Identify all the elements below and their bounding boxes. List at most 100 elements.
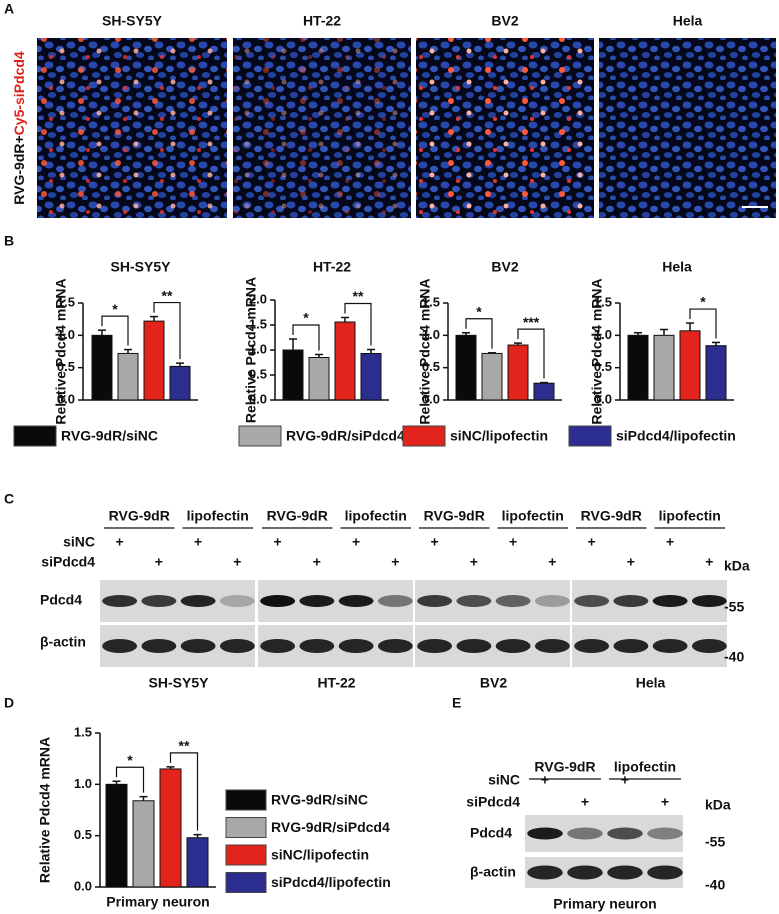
y-tick-label: 1.0 (57, 327, 75, 342)
protein-label: Pdcd4 (470, 825, 512, 841)
legend-label: siPdcd4/lipofectin (271, 874, 391, 890)
band (260, 639, 296, 653)
band (691, 595, 727, 607)
group-label: RVG-9dR (424, 508, 485, 524)
chart-title: BV2 (491, 259, 518, 275)
y-tick-label: 1.5 (74, 724, 92, 739)
bar (360, 353, 382, 401)
band (180, 639, 216, 653)
group-label: RVG-9dR (109, 508, 170, 524)
band (102, 639, 138, 653)
image-ylabel: RVG-9dR+Cy5-siPdcd4 (11, 51, 27, 205)
legend-label: siNC/lipofectin (271, 847, 369, 863)
y-tick-label: 0.5 (594, 359, 612, 374)
y-tick-label: 1.0 (594, 327, 612, 342)
bar (455, 334, 477, 401)
significance-label: ** (353, 288, 364, 304)
y-tick-label: 1.5 (249, 316, 267, 331)
band (299, 639, 335, 653)
image-title: SH-SY5Y (102, 13, 163, 29)
bar (186, 837, 209, 888)
band (141, 595, 177, 607)
band (534, 595, 570, 607)
y-tick-label: 1.5 (422, 294, 440, 309)
bar (132, 800, 155, 888)
legend-swatch (225, 844, 267, 866)
y-axis-label: Relative Pdcd4 mRNA (53, 278, 69, 424)
unit-label: kDa (705, 797, 731, 813)
y-tick-label: 1.5 (57, 294, 75, 309)
significance-label: * (127, 752, 133, 768)
legend-swatch (402, 425, 446, 447)
y-tick-label: 0.0 (422, 391, 440, 406)
treatment-mark: + (233, 554, 241, 570)
treatment-mark: + (666, 534, 674, 550)
band (613, 595, 649, 607)
band (417, 595, 453, 607)
band (527, 865, 563, 880)
panel-label: B (4, 233, 14, 249)
group-label: RVG-9dR (267, 508, 328, 524)
y-tick-label: 0.5 (422, 359, 440, 374)
y-axis-label: Relative Pdcd4 mRNA (37, 737, 53, 883)
legend-label: RVG-9dR/siPdcd4 (271, 819, 390, 835)
bar (533, 382, 555, 401)
legend-label: siNC/lipofectin (450, 428, 548, 444)
significance-label: ** (162, 287, 173, 303)
bar (105, 783, 128, 888)
band (691, 639, 727, 653)
legend-swatch (225, 817, 267, 838)
marker-label: -40 (724, 649, 744, 665)
treatment-mark: + (627, 554, 635, 570)
legend-label: RVG-9dR/siNC (271, 792, 368, 808)
band (647, 865, 683, 880)
legend-label: siPdcd4/lipofectin (616, 428, 736, 444)
band (495, 639, 531, 653)
significance-bracket (689, 308, 717, 339)
bar (308, 357, 330, 401)
significance-label: * (303, 310, 309, 326)
band (495, 595, 531, 607)
band (567, 865, 603, 880)
treatment-mark: + (588, 534, 596, 550)
band (613, 639, 649, 653)
treatment-mark: + (274, 534, 282, 550)
significance-bracket (344, 302, 372, 346)
ylabel-part: RVG-9dR+ (11, 135, 27, 204)
treatment-mark: + (352, 534, 360, 550)
legend-swatch (13, 425, 57, 447)
band (299, 595, 335, 607)
group-label: lipofectin (502, 508, 564, 524)
protein-label: Pdcd4 (40, 592, 82, 608)
y-tick-label: 1.0 (422, 327, 440, 342)
significance-label: *** (523, 314, 540, 330)
band (417, 639, 453, 653)
significance-bracket (517, 328, 545, 379)
blot-cell-line: Primary neuron (553, 896, 656, 912)
band (456, 595, 492, 607)
chart-title: Hela (662, 259, 692, 275)
bar (159, 768, 182, 888)
significance-label: * (476, 303, 482, 319)
y-tick-label: 0.0 (74, 878, 92, 893)
y-tick-label: 1.5 (594, 294, 612, 309)
marker-label: -55 (724, 599, 744, 615)
y-tick-label: 0.5 (57, 359, 75, 374)
band (607, 827, 643, 840)
treatment-mark: + (155, 554, 163, 570)
band (652, 639, 688, 653)
band (377, 595, 413, 607)
band (338, 595, 374, 607)
bar (91, 334, 113, 401)
legend-swatch (225, 872, 267, 893)
treatment-mark: + (509, 534, 517, 550)
y-axis-label: Relative Pdcd4 mRNA (417, 278, 433, 424)
y-tick-label: 0.0 (249, 391, 267, 406)
band (141, 639, 177, 653)
band (607, 865, 643, 880)
treatment-mark: + (431, 534, 439, 550)
significance-label: * (112, 301, 118, 317)
marker-label: -40 (705, 877, 725, 893)
blot-cell-line: BV2 (480, 675, 507, 691)
significance-label: ** (179, 738, 190, 754)
